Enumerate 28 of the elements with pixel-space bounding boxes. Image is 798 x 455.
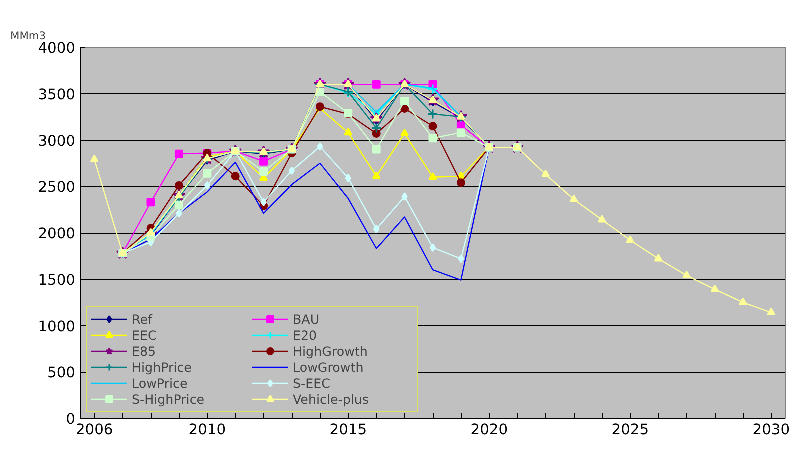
y-tick-label: 4000 <box>38 40 76 57</box>
legend-label: BAU <box>293 311 321 327</box>
x-tick-label: 2020 <box>470 422 508 438</box>
legend-label: LowPrice <box>132 375 189 391</box>
legend-label: LowGrowth <box>293 359 365 375</box>
legend-label: S-EEC <box>293 375 332 391</box>
y-axis-title: MMm3 <box>10 30 46 42</box>
legend-label: E20 <box>293 327 318 343</box>
y-tick-label: 2000 <box>38 226 76 242</box>
legend-label: Vehicle-plus <box>293 391 370 407</box>
legend-label: Ref <box>132 311 154 327</box>
y-tick-label: 1500 <box>38 272 76 289</box>
x-tick-label: 2030 <box>752 422 790 438</box>
y-tick-label: 1000 <box>38 318 76 336</box>
y-tick-label: 2500 <box>38 179 76 196</box>
y-tick-label: 3500 <box>38 86 76 104</box>
legend-label: HighGrowth <box>293 343 369 359</box>
x-tick-label: 2015 <box>330 422 368 438</box>
x-tick-label: 2006 <box>76 422 114 438</box>
x-tick-label: 2025 <box>612 422 650 438</box>
legend-label: S-HighPrice <box>132 391 206 407</box>
legend-label: EEC <box>132 327 158 343</box>
y-tick-label: 500 <box>48 364 76 382</box>
legend-label: E85 <box>132 343 158 359</box>
y-tick-label: 3000 <box>38 132 76 150</box>
y-tick-label: 0 <box>66 411 76 428</box>
legend-label: HighPrice <box>132 359 193 375</box>
x-tick-label: 2010 <box>188 422 226 438</box>
